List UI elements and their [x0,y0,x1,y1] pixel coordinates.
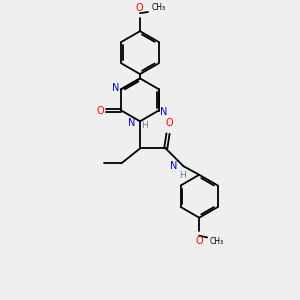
Text: N: N [160,107,167,117]
Text: H: H [141,121,148,130]
Text: O: O [135,3,143,13]
Text: N: N [112,83,120,93]
Text: CH₃: CH₃ [152,3,166,12]
Text: O: O [97,106,104,116]
Text: H: H [179,171,186,180]
Text: O: O [166,118,174,128]
Text: N: N [128,118,136,128]
Text: N: N [170,160,177,171]
Text: O: O [195,236,203,246]
Text: CH₃: CH₃ [210,237,224,246]
